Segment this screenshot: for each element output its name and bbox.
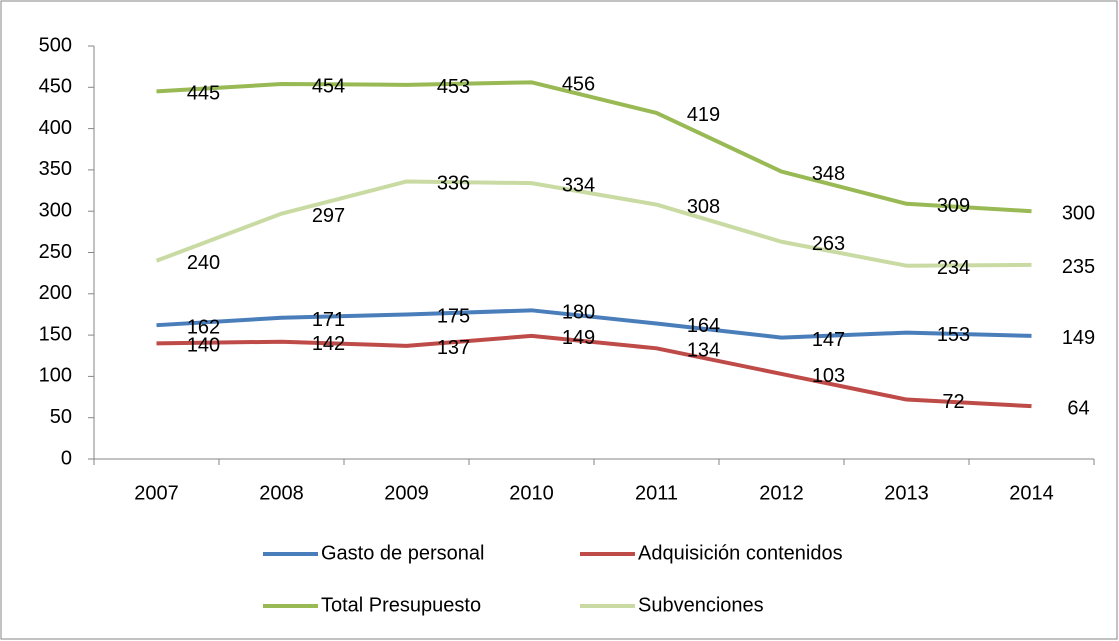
x-tick-label: 2012: [759, 482, 804, 504]
data-label: 419: [687, 104, 720, 126]
legend-label: Subvenciones: [638, 594, 764, 616]
y-tick-label: 250: [39, 241, 72, 263]
data-label: 180: [562, 302, 595, 324]
data-label: 147: [812, 329, 845, 351]
data-label: 234: [937, 257, 970, 279]
data-label: 137: [437, 337, 470, 359]
data-label: 175: [437, 306, 470, 328]
data-label: 140: [187, 335, 220, 357]
data-label: 162: [187, 316, 220, 338]
x-tick-label: 2010: [509, 482, 554, 504]
data-label: 454: [312, 75, 345, 97]
data-label: 235: [1062, 256, 1095, 278]
data-label: 453: [437, 76, 470, 98]
data-label: 153: [937, 324, 970, 346]
x-tick-label: 2008: [259, 482, 304, 504]
data-label: 309: [937, 195, 970, 217]
data-label: 64: [1067, 397, 1089, 419]
legend-label: Gasto de personal: [321, 542, 484, 564]
series-line: [156, 333, 1032, 409]
data-label: 300: [1062, 202, 1095, 224]
data-label: 149: [562, 327, 595, 349]
data-label: 134: [687, 340, 720, 362]
data-label: 263: [812, 233, 845, 255]
y-tick-label: 350: [39, 158, 72, 180]
data-label: 334: [562, 174, 595, 196]
data-label: 171: [312, 309, 345, 331]
data-label: 308: [687, 196, 720, 218]
x-tick-label: 2013: [884, 482, 929, 504]
data-label: 348: [812, 163, 845, 185]
series-line: [156, 308, 1032, 340]
data-label: 336: [437, 173, 470, 195]
series-line: [156, 80, 1032, 214]
x-tick-label: 2014: [1009, 482, 1054, 504]
data-label: 240: [187, 252, 220, 274]
data-label: 297: [312, 205, 345, 227]
data-label: 103: [812, 365, 845, 387]
x-tick-label: 2009: [384, 482, 429, 504]
y-tick-label: 400: [39, 117, 72, 139]
y-tick-label: 150: [39, 323, 72, 345]
data-label: 445: [187, 83, 220, 105]
y-tick-label: 100: [39, 365, 72, 387]
series-line: [155, 179, 1032, 268]
data-label: 142: [312, 333, 345, 355]
y-tick-label: 450: [39, 76, 72, 98]
y-tick-label: 200: [39, 282, 72, 304]
x-tick-label: 2007: [134, 482, 179, 504]
y-tick-label: 0: [61, 447, 72, 469]
y-tick-label: 300: [39, 199, 72, 221]
data-label: 456: [562, 74, 595, 96]
y-tick-label: 50: [50, 406, 72, 428]
legend-label: Total Presupuesto: [321, 594, 481, 616]
data-label: 164: [687, 315, 720, 337]
data-label: 72: [942, 391, 964, 413]
legend-label: Adquisición contenidos: [638, 542, 843, 564]
data-label: 149: [1062, 327, 1095, 349]
x-tick-label: 2011: [635, 482, 678, 504]
y-tick-label: 500: [39, 34, 72, 56]
